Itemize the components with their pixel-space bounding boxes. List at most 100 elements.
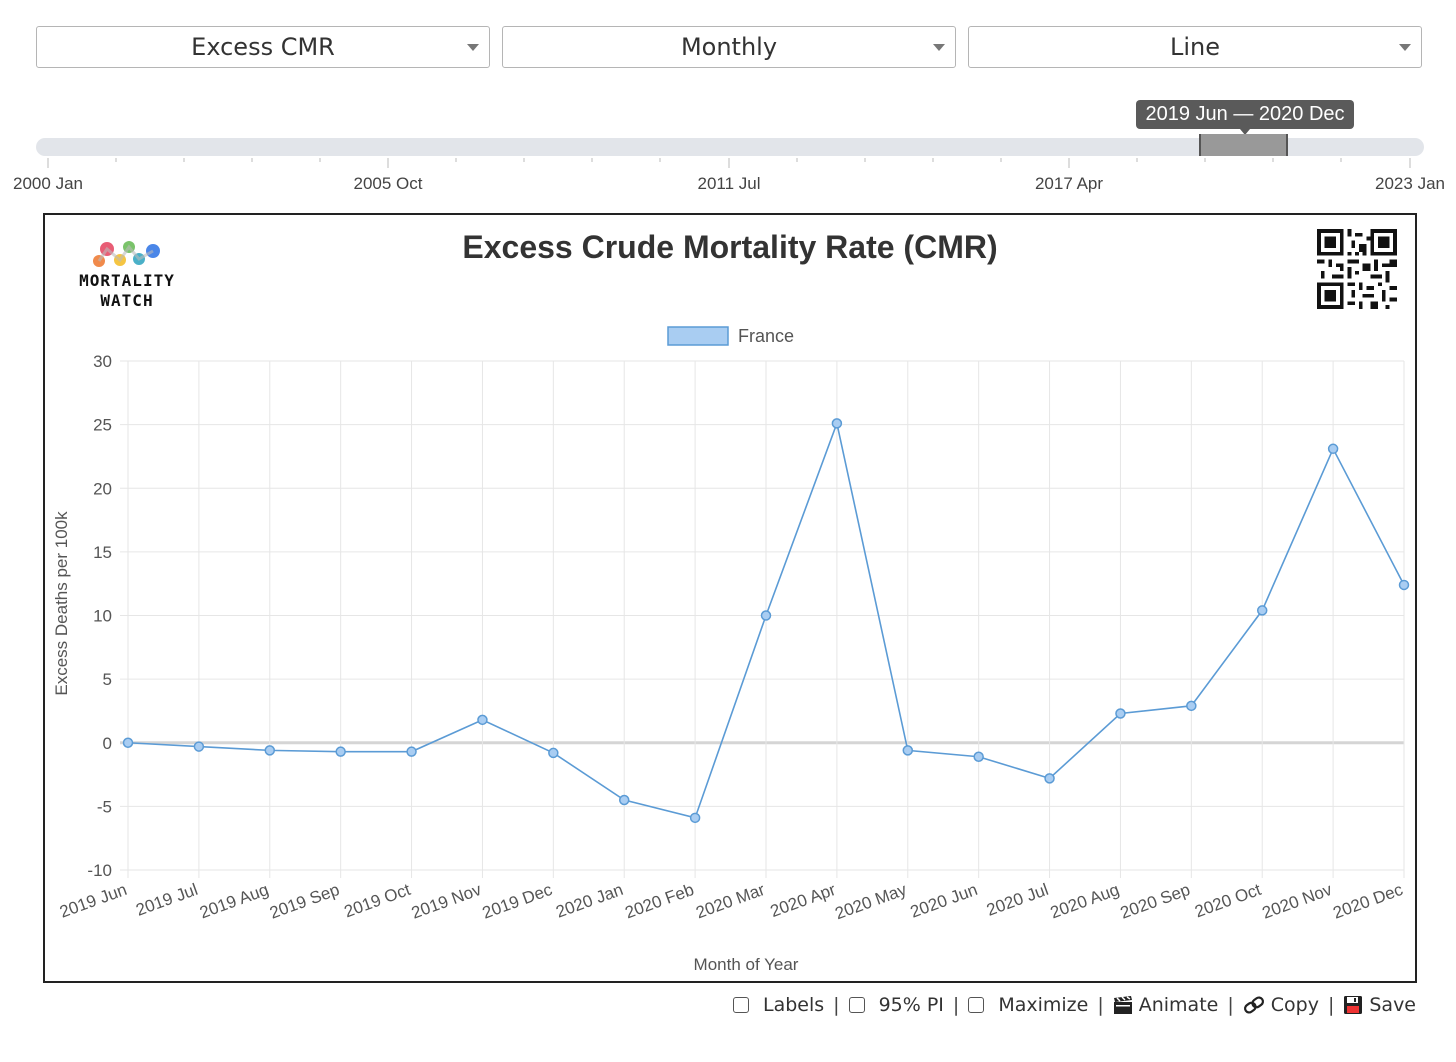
animate-label: Animate (1138, 994, 1219, 1016)
x-tick-label: 2019 Dec (480, 880, 555, 923)
data-point (618, 794, 630, 806)
y-tick-label: -10 (87, 861, 112, 880)
chart-toolbar: Labels | 95% PI | Maximize | Animate | C… (733, 994, 1416, 1016)
labels-label: Labels (763, 994, 825, 1016)
date-range-selection-handle[interactable] (1199, 134, 1288, 156)
slider-tick-label: 2023 Jan (1375, 174, 1445, 193)
x-tick-label: 2020 Aug (1048, 880, 1122, 922)
x-axis-title: Month of Year (694, 955, 799, 974)
chevron-down-icon (1399, 44, 1411, 51)
slider-ticks (47, 158, 1411, 168)
x-tick-label: 2020 Nov (1260, 880, 1335, 923)
data-point (122, 737, 134, 748)
data-point (335, 746, 346, 757)
chart-type-select[interactable]: Line (968, 26, 1422, 68)
slider-tick-label: 2011 Jul (697, 174, 761, 193)
data-point (1115, 708, 1126, 719)
legend-swatch (667, 326, 729, 346)
y-tick-label: 15 (93, 543, 112, 562)
logo-text-line2: WATCH (100, 291, 154, 310)
x-tick-label: 2020 Dec (1330, 880, 1405, 923)
metric-select-value: Excess CMR (191, 33, 335, 61)
logo-text-line1: MORTALITY (79, 271, 175, 290)
period-select-value: Monthly (680, 33, 778, 61)
data-point (193, 741, 205, 752)
metric-select[interactable]: Excess CMR (36, 26, 490, 68)
slider-tick-label: 2017 Apr (1034, 174, 1104, 193)
chart-panel: MORTALITY WATCH Excess Crude Mortality R… (43, 213, 1417, 983)
labels-checkbox[interactable] (733, 997, 749, 1013)
range-tooltip: 2019 Jun — 2020 Dec (1136, 100, 1354, 135)
pi-toggle[interactable]: 95% PI (848, 994, 944, 1016)
y-tick-label: 20 (93, 479, 112, 498)
slider-tick-label: 2000 Jan (13, 174, 83, 193)
maximize-checkbox[interactable] (968, 997, 985, 1013)
x-tick-label: 2020 Jul (984, 880, 1051, 920)
legend-label: France (738, 326, 794, 346)
y-axis-title: Excess Deaths per 100k (52, 511, 71, 696)
y-tick-label: 0 (103, 734, 112, 753)
x-tick-label: 2019 Oct (342, 880, 414, 922)
data-point (548, 747, 559, 759)
y-tick-label: 25 (93, 416, 112, 435)
data-point (1044, 773, 1055, 784)
y-tick-label: -5 (97, 797, 112, 816)
x-tick-label: 2019 Aug (197, 880, 271, 922)
x-tick-label: 2020 Sep (1118, 880, 1193, 923)
y-tick-label: 5 (103, 670, 112, 689)
data-point (760, 610, 772, 621)
data-point (264, 745, 276, 756)
save-label: Save (1369, 994, 1416, 1016)
data-point (406, 746, 417, 757)
toolbar-separator: | (952, 994, 960, 1016)
x-tick-label: 2019 Jun (57, 880, 129, 922)
labels-toggle[interactable]: Labels (733, 994, 824, 1016)
data-point (902, 745, 914, 756)
save-button[interactable]: Save (1343, 994, 1416, 1016)
data-point (477, 714, 488, 726)
x-tick-label: 2019 Jul (133, 880, 200, 920)
logo-icon (93, 241, 160, 267)
toolbar-separator: | (1327, 994, 1335, 1016)
maximize-label: Maximize (998, 994, 1089, 1016)
pi-label: 95% PI (878, 994, 944, 1016)
animate-button[interactable]: Animate (1113, 994, 1219, 1016)
chevron-down-icon (467, 44, 479, 51)
period-select[interactable]: Monthly (502, 26, 956, 68)
data-point (973, 751, 984, 762)
x-tick-label: 2020 Oct (1192, 880, 1264, 922)
data-point (1256, 605, 1268, 616)
x-tick-label: 2020 May (832, 880, 909, 924)
link-icon (1243, 996, 1264, 1014)
x-tick-label: 2020 Jan (553, 880, 625, 922)
toolbar-separator: | (1227, 994, 1234, 1016)
copy-label: Copy (1270, 994, 1319, 1016)
x-tick-label: 2019 Sep (267, 880, 342, 923)
mortality-watch-logo: MORTALITY WATCH (57, 227, 197, 317)
data-point (831, 418, 843, 429)
data-point (689, 812, 701, 824)
pi-checkbox[interactable] (848, 997, 865, 1013)
x-tick-label: 2020 Apr (768, 880, 839, 921)
chart-title: Excess Crude Mortality Rate (CMR) (462, 229, 998, 265)
copy-button[interactable]: Copy (1243, 994, 1319, 1016)
maximize-toggle[interactable]: Maximize (968, 994, 1088, 1016)
x-tick-label: 2019 Nov (409, 880, 484, 923)
data-point (1186, 700, 1197, 712)
chart-type-select-value: Line (1169, 33, 1220, 61)
chevron-down-icon (933, 44, 945, 51)
qr-code (1317, 229, 1397, 309)
x-tick-label: 2020 Jun (908, 880, 980, 922)
y-tick-label: 30 (93, 352, 112, 371)
floppy-disk-icon (1344, 996, 1363, 1014)
clapperboard-icon (1113, 996, 1132, 1014)
toolbar-separator: | (1097, 994, 1104, 1016)
slider-tick-label: 2005 Oct (353, 174, 423, 193)
date-range-slider[interactable] (36, 138, 1424, 156)
x-tick-label: 2020 Mar (693, 880, 767, 923)
data-point (1398, 579, 1410, 591)
x-tick-label: 2020 Feb (622, 880, 696, 922)
data-point (1327, 443, 1339, 455)
y-tick-label: 10 (93, 607, 112, 626)
